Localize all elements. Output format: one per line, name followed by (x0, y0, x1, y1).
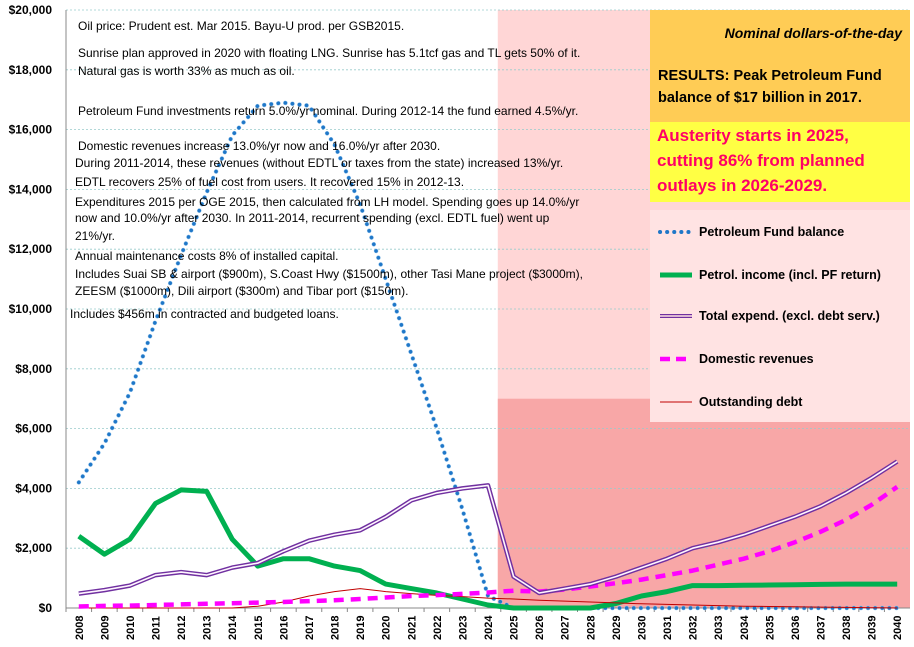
series-domestic-revenues (78, 485, 899, 609)
x-tick-label: 2017 (304, 616, 316, 640)
note-line: Annual maintenance costs 8% of installed… (75, 249, 339, 263)
x-tick-label: 2026 (534, 616, 546, 640)
x-tick-label: 2039 (867, 616, 879, 640)
x-tick-label: 2015 (253, 616, 265, 640)
legend-label: Petrol. income (incl. PF return) (699, 268, 881, 282)
y-axis-ticks: $0 $2,000 $4,000 $6,000 $8,000 $10,000 $12,000… (9, 3, 53, 615)
note-line: During 2011-2014, these revenues (withou… (75, 156, 563, 170)
x-tick-label: 2009 (99, 616, 111, 640)
note-line: 21%/yr. (75, 229, 115, 243)
series-lines (76, 100, 900, 611)
x-tick-label: 2024 (483, 615, 495, 640)
y-tick-label: $8,000 (15, 362, 52, 376)
x-tick-label: 2040 (892, 616, 904, 640)
note-line: EDTL recovers 25% of fuel cost from user… (75, 175, 464, 189)
note-line: Oil price: Prudent est. Mar 2015. Bayu-U… (78, 19, 404, 33)
info-box-yellow-bg (650, 122, 910, 202)
y-tick-label: $10,000 (9, 302, 53, 316)
note-line: Domestic revenues increase 13.0%/yr now … (78, 139, 440, 153)
x-tick-label: 2031 (662, 616, 674, 640)
y-tick-label: $12,000 (9, 242, 53, 256)
x-tick-label: 2038 (841, 616, 853, 640)
legend-label: Petroleum Fund balance (699, 225, 844, 239)
series-petrol-income-incl-pf-return (77, 487, 898, 611)
info-box: Nominal dollars-of-the-day RESULTS: Peak… (650, 10, 910, 202)
legend-label: Outstanding debt (699, 395, 803, 409)
shade-region-1 (497, 398, 910, 608)
x-tick-label: 2034 (739, 615, 751, 640)
y-tick-label: $2,000 (15, 541, 52, 555)
x-tick-label: 2023 (457, 616, 469, 640)
x-tick-label: 2013 (202, 616, 214, 640)
info-box-title: Nominal dollars-of-the-day (725, 25, 904, 41)
y-tick-label: $4,000 (15, 481, 52, 495)
y-tick-label: $0 (39, 601, 53, 615)
series-petroleum-fund-balance (77, 100, 899, 610)
info-box-gold-bg (650, 10, 910, 122)
legend: Petroleum Fund balance Petrol. income (i… (650, 210, 910, 422)
x-tick-label: 2028 (585, 616, 597, 640)
x-tick-label: 2037 (815, 616, 827, 640)
x-tick-label: 2022 (432, 616, 444, 640)
x-tick-label: 2011 (151, 616, 163, 640)
x-tick-label: 2019 (355, 616, 367, 640)
x-tick-label: 2012 (176, 616, 188, 640)
austerity-text: cutting 86% from planned (657, 151, 865, 170)
note-line: Natural gas is worth 33% as much as oil. (78, 64, 295, 78)
note-line: now and 10.0%/yr after 2030. In 2011-201… (75, 211, 550, 225)
x-tick-label: 2018 (330, 616, 342, 640)
x-tick-label: 2035 (764, 616, 776, 640)
x-tick-label: 2010 (125, 616, 137, 640)
y-tick-label: $6,000 (15, 422, 52, 436)
note-line: Sunrise plan approved in 2020 with float… (78, 46, 580, 60)
y-tick-label: $16,000 (9, 123, 53, 137)
y-tick-label: $18,000 (9, 63, 53, 77)
x-tick-label: 2014 (227, 615, 239, 640)
y-tick-label: $20,000 (9, 3, 53, 17)
note-line: Expenditures 2015 per OGE 2015, then cal… (75, 195, 579, 209)
x-tick-label: 2033 (713, 616, 725, 640)
note-line: Includes $456m in contracted and budgete… (70, 307, 339, 321)
notes-block: Oil price: Prudent est. Mar 2015. Bayu-U… (70, 19, 583, 321)
series-total-expend-excl-debt-serv-inner (78, 460, 898, 595)
x-axis-ticks: 2008 2009 2010 2011 2012 2013 2014 2015 2016 2017… (65, 608, 904, 640)
series-outstanding-debt (78, 588, 898, 609)
x-tick-label: 2032 (688, 616, 700, 640)
austerity-text: outlays in 2026-2029. (657, 176, 827, 195)
x-tick-label: 2021 (406, 616, 418, 640)
x-tick-label: 2020 (381, 616, 393, 640)
results-text: RESULTS: Peak Petroleum Fund (658, 68, 882, 84)
y-tick-label: $14,000 (9, 182, 53, 196)
x-tick-label: 2036 (790, 616, 802, 640)
x-tick-label: 2029 (611, 616, 623, 640)
x-tick-label: 2030 (636, 616, 648, 640)
note-line: ZEESM ($1000m), Dili airport ($300m) and… (75, 284, 408, 298)
legend-bg (650, 210, 910, 422)
x-tick-label: 2025 (509, 616, 521, 640)
note-line: Includes Suai SB & airport ($900m), S.Co… (75, 267, 583, 281)
austerity-text: Austerity starts in 2025, (657, 126, 849, 145)
legend-label: Domestic revenues (699, 352, 814, 366)
x-tick-label: 2008 (74, 616, 86, 640)
x-tick-label: 2016 (278, 616, 290, 640)
legend-label: Total expend. (excl. debt serv.) (699, 309, 880, 323)
x-tick-label: 2027 (560, 616, 572, 640)
note-line: Petroleum Fund investments return 5.0%/y… (78, 104, 578, 118)
results-text: balance of $17 billion in 2017. (658, 90, 862, 106)
